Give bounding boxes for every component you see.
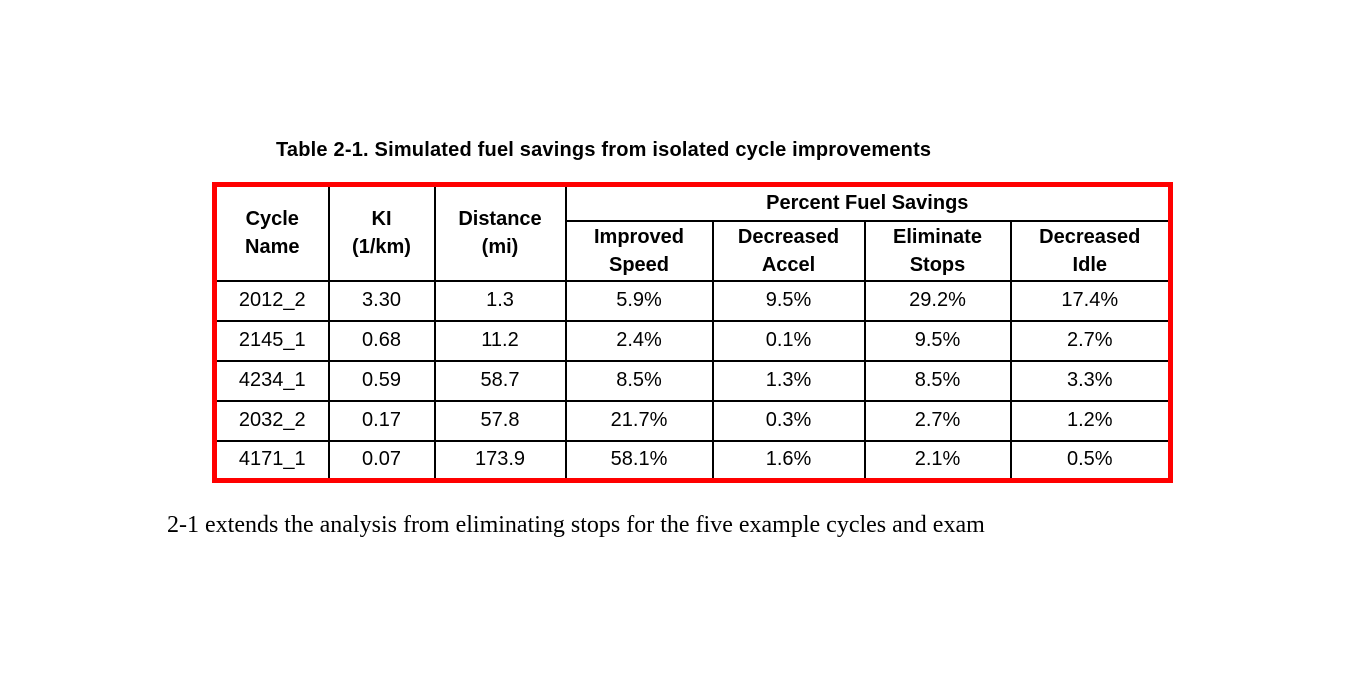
cell-cycle-name: 2145_1	[213, 319, 330, 362]
col-header-cycle-name: Cycle Name	[213, 183, 330, 282]
cell-eliminate-stops: 2.1%	[863, 439, 1012, 482]
cell-distance: 58.7	[433, 359, 567, 402]
col-header-decreased-accel: Decreased Accel	[711, 219, 866, 282]
table-row: 2012_2 3.30 1.3 5.9% 9.5% 29.2% 17.4%	[213, 279, 1172, 322]
cell-ki: 0.07	[327, 439, 436, 482]
table-row: 4234_1 0.59 58.7 8.5% 1.3% 8.5% 3.3%	[213, 359, 1172, 402]
table-header-row-group: Cycle Name KI (1/km) Distance (mi) Perce…	[213, 183, 1172, 282]
cell-decreased-idle: 2.7%	[1009, 319, 1172, 362]
cell-ki: 0.68	[327, 319, 436, 362]
cell-improved-speed: 8.5%	[564, 359, 714, 402]
cell-improved-speed: 2.4%	[564, 319, 714, 362]
group-header-percent-fuel-savings: Percent Fuel Savings	[564, 183, 1172, 222]
table-header-row-sub: Improved Speed Decreased Accel Eliminate…	[215, 219, 1172, 282]
cell-decreased-idle: 3.3%	[1009, 359, 1172, 402]
cell-decreased-idle: 1.2%	[1009, 399, 1172, 442]
cell-cycle-name: 2012_2	[213, 279, 330, 322]
cell-eliminate-stops: 9.5%	[863, 319, 1012, 362]
cell-distance: 11.2	[433, 319, 567, 362]
col-header-eliminate-stops: Eliminate Stops	[863, 219, 1012, 282]
table-caption: Table 2-1. Simulated fuel savings from i…	[276, 139, 932, 161]
cell-distance: 173.9	[433, 439, 567, 482]
cell-decreased-accel: 0.1%	[711, 319, 866, 362]
cell-decreased-idle: 17.4%	[1009, 279, 1172, 322]
cell-improved-speed: 21.7%	[564, 399, 714, 442]
cell-decreased-idle: 0.5%	[1009, 439, 1172, 482]
cell-decreased-accel: 9.5%	[711, 279, 866, 322]
cell-distance: 1.3	[433, 279, 567, 322]
cell-eliminate-stops: 29.2%	[863, 279, 1012, 322]
cell-decreased-accel: 1.3%	[711, 359, 866, 402]
cell-cycle-name: 4234_1	[213, 359, 330, 402]
cell-eliminate-stops: 8.5%	[863, 359, 1012, 402]
col-header-decreased-idle: Decreased Idle	[1009, 219, 1172, 282]
table-row: 4171_1 0.07 173.9 58.1% 1.6% 2.1% 0.5%	[213, 439, 1172, 482]
cell-cycle-name: 2032_2	[213, 399, 330, 442]
table-row: 2032_2 0.17 57.8 21.7% 0.3% 2.7% 1.2%	[213, 399, 1172, 442]
cell-improved-speed: 58.1%	[564, 439, 714, 482]
cell-eliminate-stops: 2.7%	[863, 399, 1012, 442]
cell-improved-speed: 5.9%	[564, 279, 714, 322]
cell-decreased-accel: 0.3%	[711, 399, 866, 442]
table-row: 2145_1 0.68 11.2 2.4% 0.1% 9.5% 2.7%	[213, 319, 1172, 362]
cell-decreased-accel: 1.6%	[711, 439, 866, 482]
body-paragraph: 2-1 extends the analysis from eliminatin…	[167, 512, 985, 538]
col-header-improved-speed: Improved Speed	[564, 219, 714, 282]
cell-ki: 3.30	[327, 279, 436, 322]
cell-ki: 0.17	[327, 399, 436, 442]
col-header-ki: KI (1/km)	[327, 183, 436, 282]
fuel-savings-table: Cycle Name KI (1/km) Distance (mi) Perce…	[212, 182, 1174, 483]
col-header-distance: Distance (mi)	[433, 183, 567, 282]
cell-ki: 0.59	[327, 359, 436, 402]
cell-distance: 57.8	[433, 399, 567, 442]
cell-cycle-name: 4171_1	[213, 439, 330, 482]
